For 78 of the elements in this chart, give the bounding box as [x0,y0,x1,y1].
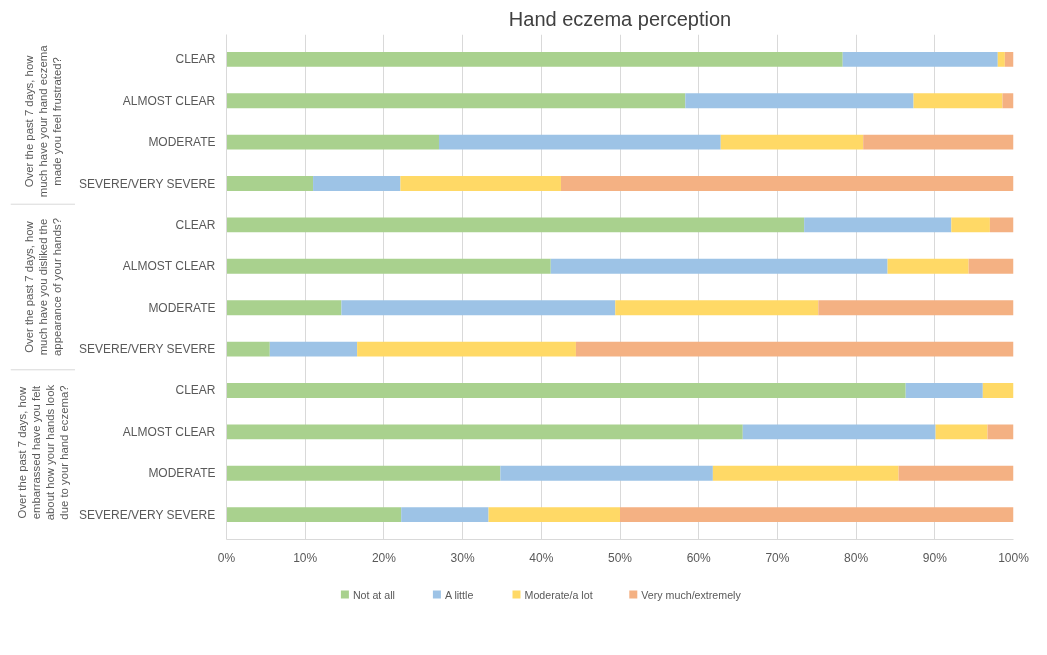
x-tick-label: 10% [293,550,318,565]
y-tick-label: ALMOST CLEAR [122,424,216,439]
bar [226,424,743,440]
legend-label: A little [444,588,474,601]
bar [818,300,1014,316]
bar [742,424,936,440]
bar [905,383,983,398]
bar [620,507,1014,523]
bar [887,258,969,274]
bar [226,134,439,150]
bar [982,383,1014,398]
bar [226,300,342,316]
bar [550,258,888,274]
legend-label: Not at all [352,588,395,601]
x-tick-label: 50% [607,550,633,565]
y-tick-label: SEVERE/VERY SEVERE [79,176,216,191]
bar [968,258,1014,274]
y-tick-label: ALMOST CLEAR [122,93,216,108]
bar [1004,51,1014,67]
bar [685,93,914,109]
bar [226,93,686,109]
bar [226,507,402,523]
bar [226,51,843,67]
bar [226,465,501,481]
bar [989,217,1014,233]
bar [712,465,899,481]
bar [226,383,906,398]
x-tick-label: 80% [844,550,869,565]
y-tick-label: CLEAR [175,383,216,398]
x-tick-label: 70% [765,550,790,565]
y-tick-label: MODERATE [148,466,216,481]
bar [898,465,1014,481]
y-tick-label: ALMOST CLEAR [122,259,216,274]
bar [951,217,990,233]
bar [987,424,1014,440]
x-tick-label: 0% [217,550,236,565]
bar [863,134,1014,150]
y-tick-label: SEVERE/VERY SEVERE [79,342,216,357]
text: Over the past 7 days, how much have you disliked the appearance of your hands? [23,218,63,356]
bar [615,300,819,316]
bar [575,341,1014,357]
bar [226,217,805,233]
bar [357,341,576,357]
y-tick-label: MODERATE [148,135,216,150]
bar [500,465,713,481]
bar [913,93,1003,109]
x-tick-label: 90% [922,550,948,565]
bar [341,300,616,316]
bar [842,51,998,67]
bar [226,258,551,274]
bar [935,424,988,440]
legend-label: Moderate/a lot [524,588,593,601]
x-tick-label: 20% [371,550,397,565]
bar [401,507,489,523]
bar [226,341,270,357]
y-tick-label: CLEAR [175,52,216,67]
y-tick-label: MODERATE [148,300,216,315]
text: Over the past 7 days, how much have your hand eczema made you feel frustrated? [23,44,63,198]
bar [313,176,401,191]
chart-title: Hand eczema perception [508,7,732,30]
bar [400,176,561,191]
bar [438,134,721,150]
bar [560,176,1014,191]
bar [720,134,864,150]
x-tick-label: 30% [450,550,475,565]
y-tick-label: CLEAR [175,217,216,232]
bar [997,51,1005,67]
x-tick-label: 40% [529,550,554,565]
bar [269,341,358,357]
text: Over the past 7 days, how embarrassed have you felt about how your hands look due to your hand eczema? [16,384,70,521]
legend-label: Very much/extremely [641,588,742,601]
bar [1002,93,1014,109]
x-tick-label: 100% [998,550,1030,565]
y-tick-label: SEVERE/VERY SEVERE [79,507,216,522]
bar [488,507,620,523]
x-tick-label: 60% [686,550,712,565]
bar [226,176,314,191]
bar [804,217,952,233]
